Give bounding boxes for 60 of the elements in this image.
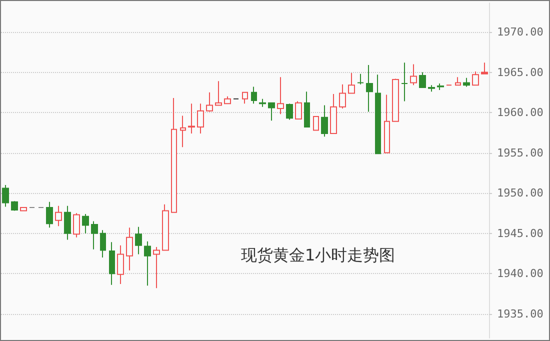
candlestick [472, 70, 479, 86]
candlestick [251, 86, 257, 104]
y-tick-label: 1945.00 [497, 226, 544, 240]
candlestick [304, 91, 310, 128]
candlestick [321, 104, 328, 138]
candlestick [357, 73, 364, 85]
candlestick [384, 94, 390, 154]
y-tick-label: 1970.00 [497, 25, 544, 38]
candlestick [197, 103, 204, 134]
candlestick [392, 78, 399, 122]
candlestick [188, 103, 195, 134]
candlestick [135, 226, 142, 255]
candlestick [2, 184, 9, 208]
candlestick [109, 242, 115, 286]
candlestick [11, 200, 18, 212]
candlestick [259, 98, 266, 108]
candlestick [224, 96, 231, 104]
candlestick [162, 204, 169, 251]
candlestick [463, 77, 470, 88]
y-tick-label: 1960.00 [497, 106, 544, 120]
candlestick [206, 92, 213, 112]
candlestick [286, 103, 293, 120]
candlestick [215, 80, 222, 106]
candlestick [428, 84, 435, 92]
candlestick [330, 94, 337, 134]
annotation: 现货黄金1小时走势图 [241, 246, 396, 264]
candlestick [64, 205, 71, 240]
candlestick [268, 102, 275, 122]
y-tick-label: 1935.00 [497, 307, 544, 320]
candlestick [401, 62, 408, 102]
y-tick-label: 1950.00 [497, 186, 544, 200]
candlestick [366, 64, 373, 112]
candlestick [117, 244, 124, 285]
candlestick [455, 76, 461, 86]
candlestick [339, 84, 346, 109]
candlestick [481, 62, 488, 74]
candlestick [91, 220, 98, 250]
y-tick-label: 1955.00 [497, 146, 544, 160]
candlestick [20, 207, 27, 212]
candlestick [313, 116, 319, 131]
candlestick [144, 240, 151, 286]
candlestick [419, 72, 426, 88]
candlestick [277, 76, 284, 115]
candlestick [375, 74, 381, 154]
candlestick [410, 64, 417, 86]
candlestick [153, 246, 160, 289]
candlestick [55, 205, 62, 227]
y-tick-label: 1965.00 [497, 66, 544, 79]
candlestick [73, 212, 80, 238]
candlestick [126, 227, 133, 271]
candlestick [348, 72, 355, 94]
candlestick [171, 98, 177, 213]
candlestick [180, 115, 186, 148]
candlestick [437, 83, 444, 90]
candlestick [242, 92, 248, 104]
candlestick [46, 201, 53, 228]
candlestick [295, 100, 302, 120]
y-tick-label: 1940.00 [497, 267, 544, 280]
candlestick [100, 230, 106, 258]
candlestick [82, 213, 89, 234]
